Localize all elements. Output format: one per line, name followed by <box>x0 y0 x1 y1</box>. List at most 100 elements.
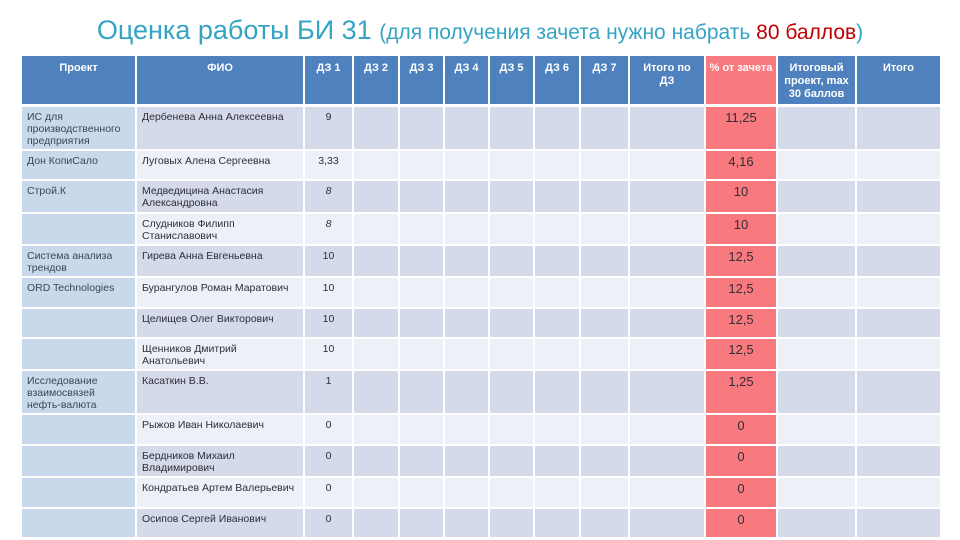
dz-4-score-cell <box>443 212 490 246</box>
project-cell <box>20 337 137 371</box>
total-cell <box>855 369 942 415</box>
student-name-cell: Целищев Олег Викторович <box>135 307 305 339</box>
total-dz-cell <box>628 337 706 371</box>
total-cell <box>855 476 942 509</box>
dz-1-score-cell: 8 <box>303 179 354 214</box>
table-row: Слудников Филипп Станиславович 8 10 <box>20 212 942 246</box>
total-dz-cell <box>628 507 706 539</box>
column-header-dz-3: ДЗ 3 <box>398 54 445 107</box>
table-row: Строй.К Медведицина Анастасия Александров… <box>20 179 942 214</box>
column-header-dz-5: ДЗ 5 <box>488 54 535 107</box>
student-name-cell: Гирева Анна Евгеньевна <box>135 244 305 278</box>
dz-7-score-cell <box>579 104 630 151</box>
title-main: Оценка работы БИ 31 <box>96 15 380 45</box>
dz-4-score-cell <box>443 244 490 278</box>
dz-6-score-cell <box>533 212 581 246</box>
project-cell: ORD Technologies <box>20 276 137 309</box>
dz-2-score-cell <box>352 507 400 539</box>
total-dz-cell <box>628 307 706 339</box>
percent-cell: 0 <box>704 413 778 446</box>
dz-1-score-cell: 0 <box>303 507 354 539</box>
dz-4-score-cell <box>443 476 490 509</box>
project-cell: ИС для производственного предприятия <box>20 104 137 151</box>
column-header-dz-6: ДЗ 6 <box>533 54 581 107</box>
dz-7-score-cell <box>579 179 630 214</box>
student-name-cell: Медведицина Анастасия Александровна <box>135 179 305 214</box>
dz-3-score-cell <box>398 244 445 278</box>
student-name-cell: Дербенева Анна Алексеевна <box>135 104 305 151</box>
percent-cell: 0 <box>704 444 778 478</box>
dz-6-score-cell <box>533 149 581 181</box>
dz-6-score-cell <box>533 179 581 214</box>
total-cell <box>855 413 942 446</box>
dz-1-score-cell: 10 <box>303 276 354 309</box>
column-header-percent: % от зачета <box>704 54 778 107</box>
final-project-cell <box>776 276 857 309</box>
dz-7-score-cell <box>579 307 630 339</box>
project-cell: Система анализа трендов <box>20 244 137 278</box>
dz-4-score-cell <box>443 149 490 181</box>
total-cell <box>855 179 942 214</box>
total-dz-cell <box>628 369 706 415</box>
dz-1-score-cell: 10 <box>303 244 354 278</box>
column-header-dz-1: ДЗ 1 <box>303 54 354 107</box>
total-dz-cell <box>628 476 706 509</box>
column-header-dz-2: ДЗ 2 <box>352 54 400 107</box>
table-row: Целищев Олег Викторович 10 12,5 <box>20 307 942 339</box>
dz-6-score-cell <box>533 244 581 278</box>
dz-2-score-cell <box>352 307 400 339</box>
student-name-cell: Бурангулов Роман Маратович <box>135 276 305 309</box>
dz-1-score-cell: 0 <box>303 444 354 478</box>
dz-3-score-cell <box>398 369 445 415</box>
final-project-cell <box>776 244 857 278</box>
dz-7-score-cell <box>579 149 630 181</box>
final-project-cell <box>776 507 857 539</box>
percent-cell: 12,5 <box>704 337 778 371</box>
column-header-project: Проект <box>20 54 137 107</box>
final-project-cell <box>776 307 857 339</box>
dz-4-score-cell <box>443 413 490 446</box>
dz-6-score-cell <box>533 444 581 478</box>
dz-5-score-cell <box>488 104 535 151</box>
column-header-dz-4: ДЗ 4 <box>443 54 490 107</box>
final-project-cell <box>776 476 857 509</box>
project-cell <box>20 413 137 446</box>
dz-4-score-cell <box>443 276 490 309</box>
dz-5-score-cell <box>488 244 535 278</box>
dz-5-score-cell <box>488 212 535 246</box>
dz-7-score-cell <box>579 476 630 509</box>
dz-2-score-cell <box>352 244 400 278</box>
total-dz-cell <box>628 179 706 214</box>
column-header-fio: ФИО <box>135 54 305 107</box>
dz-7-score-cell <box>579 244 630 278</box>
dz-2-score-cell <box>352 179 400 214</box>
final-project-cell <box>776 179 857 214</box>
dz-5-score-cell <box>488 179 535 214</box>
student-name-cell: Бердников Михаил Владимирович <box>135 444 305 478</box>
percent-cell: 0 <box>704 476 778 509</box>
dz-1-score-cell: 0 <box>303 476 354 509</box>
student-name-cell: Касаткин В.В. <box>135 369 305 415</box>
dz-3-score-cell <box>398 444 445 478</box>
dz-4-score-cell <box>443 369 490 415</box>
dz-5-score-cell <box>488 444 535 478</box>
table-header-row: Проект ФИО ДЗ 1 ДЗ 2 ДЗ 3 ДЗ 4 ДЗ 5 ДЗ 6 ДЗ 7 Ито… <box>20 54 942 107</box>
dz-1-score-cell: 3,33 <box>303 149 354 181</box>
dz-4-score-cell <box>443 444 490 478</box>
table-row: Кондратьев Артем Валерьевич 0 0 <box>20 476 942 509</box>
student-name-cell: Кондратьев Артем Валерьевич <box>135 476 305 509</box>
dz-3-score-cell <box>398 337 445 371</box>
table-row: Щенников Дмитрий Анатольевич 10 12,5 <box>20 337 942 371</box>
title-paren-open: (для получения зачета нужно набрать <box>379 21 757 44</box>
dz-5-score-cell <box>488 337 535 371</box>
dz-6-score-cell <box>533 507 581 539</box>
student-name-cell: Осипов Сергей Иванович <box>135 507 305 539</box>
dz-3-score-cell <box>398 179 445 214</box>
grades-table: Проект ФИО ДЗ 1 ДЗ 2 ДЗ 3 ДЗ 4 ДЗ 5 ДЗ 6 ДЗ 7 Ито… <box>20 54 942 539</box>
dz-6-score-cell <box>533 413 581 446</box>
dz-1-score-cell: 10 <box>303 337 354 371</box>
dz-3-score-cell <box>398 413 445 446</box>
project-cell <box>20 212 137 246</box>
title-highlight: 80 баллов <box>756 21 857 44</box>
total-cell <box>855 104 942 151</box>
